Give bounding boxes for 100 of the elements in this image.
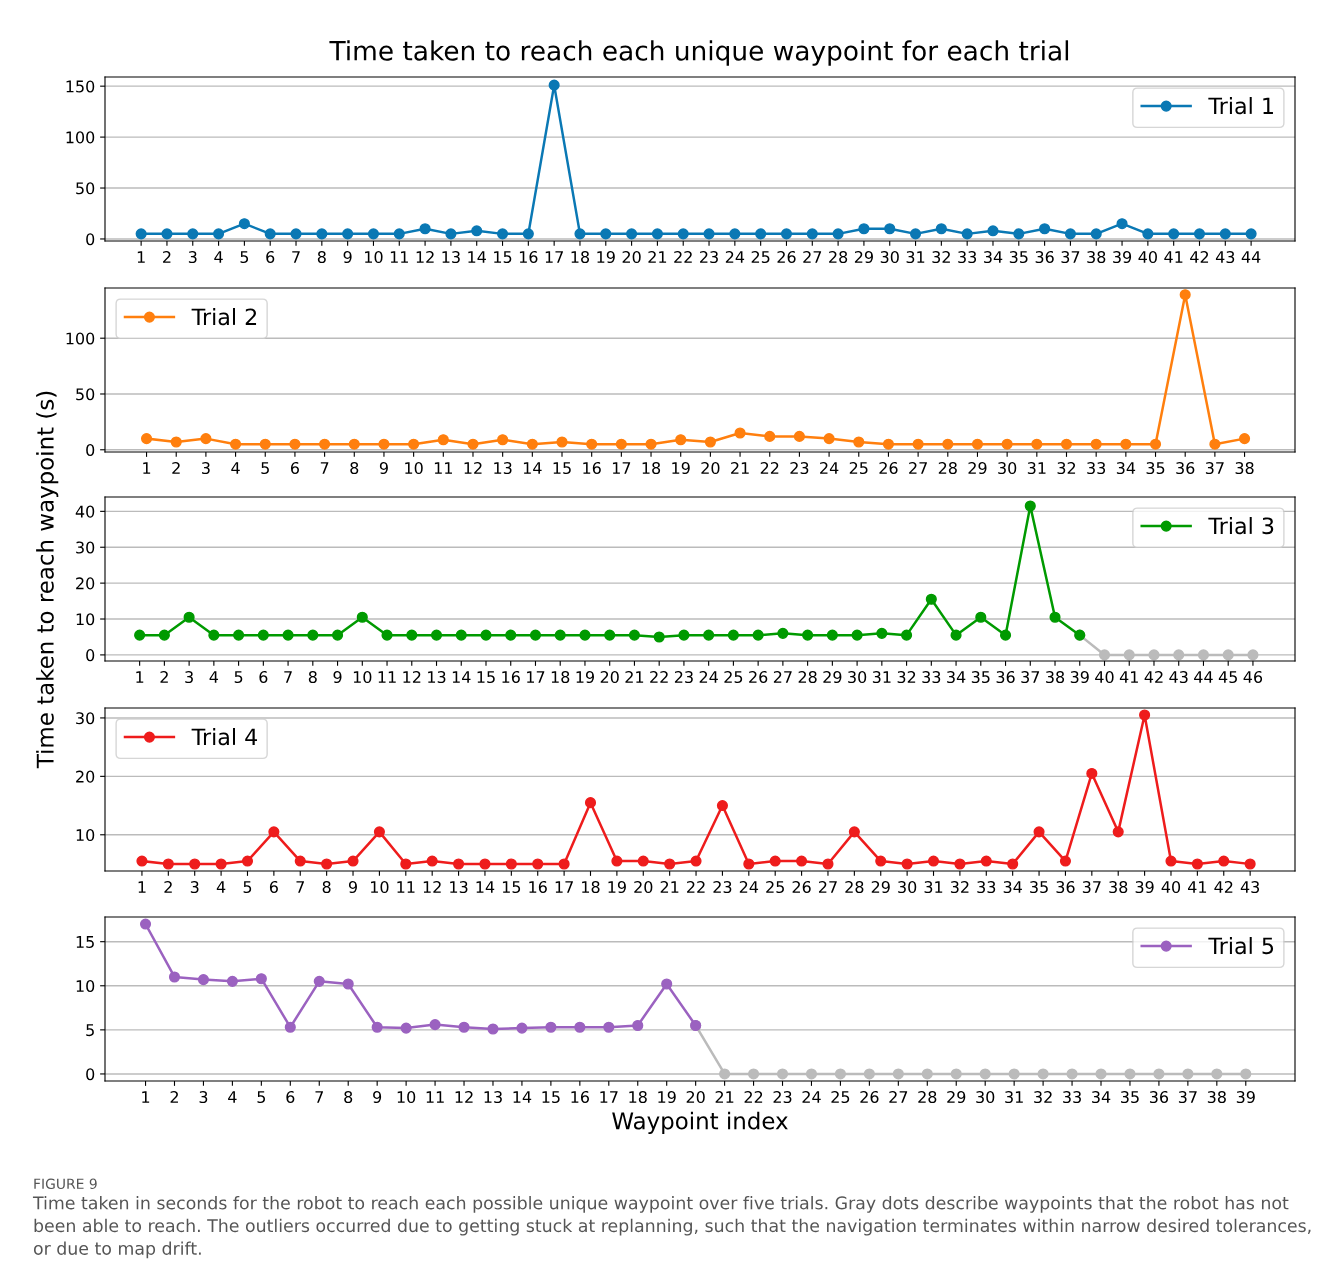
x-tick-label: 24 [802,1091,821,1103]
point [1193,228,1206,240]
x-tick-label: 3 [190,881,199,894]
point [1116,218,1128,230]
x-tick-label: 20 [701,462,720,475]
x-tick-label: 29 [947,1091,966,1104]
x-tick-label: 20 [686,1091,705,1104]
point [1219,228,1231,240]
point [1090,438,1102,450]
x-tick-label: 5 [234,671,243,684]
x-tick-label: 31 [1027,462,1046,475]
legend-label: Trial 5 [1208,937,1274,955]
point [289,438,301,450]
x-tick-label: 1 [143,462,151,474]
point [453,858,465,870]
point [834,1068,846,1080]
x-tick-label: 21 [660,881,679,893]
y-tick-label: 40 [75,505,95,518]
x-tick-label: 14 [476,881,495,893]
x-axis-title: Waypoint index [612,1111,788,1134]
x-tick-label: 13 [442,251,460,264]
point [1222,649,1234,661]
x-tick-label: 42 [1214,881,1233,893]
point [1182,1068,1194,1080]
x-tick-label: 36 [1056,881,1075,894]
x-tick-label: 38 [1207,1091,1226,1104]
x-tick-label: 35 [1121,1091,1139,1104]
x-tick-label: 19 [658,1091,676,1104]
point [1037,1068,1049,1080]
point [912,438,924,450]
x-tick-label: 11 [434,462,452,474]
point [777,627,789,639]
x-tick-label: 9 [333,671,342,684]
x-tick-label: 31 [924,881,943,894]
x-tick-label: 17 [555,881,573,893]
x-tick-label: 33 [1063,1091,1081,1104]
x-tick-label: 26 [879,462,898,475]
point [158,629,170,641]
point [1245,228,1257,240]
x-tick-label: 31 [906,251,925,264]
point [367,228,380,240]
x-tick-label: 16 [529,881,547,894]
point [467,438,479,450]
point [1024,500,1036,512]
point [1095,1068,1107,1080]
text: Time taken in seconds for the robot to reach each possible unique waypoint over five trials. Gray dots describe waypoints that the robot has not been able to reach. The outliers occurred due to getting stuck at replanning, such that the navigation terminates within narrow desired tolerances, or due to map drift. [32,1196,1311,1259]
point [600,228,612,240]
x-tick-label: 12 [416,251,434,263]
point [950,1068,962,1080]
x-tick-label: 14 [523,462,542,474]
point [268,826,280,838]
point [769,855,781,867]
point [980,855,992,867]
x-tick-label: 23 [674,671,693,684]
point [851,629,863,641]
point [170,436,182,448]
x-tick-label: 10 [371,881,389,894]
point [284,1021,296,1033]
x-tick-label: 4 [214,251,223,263]
y-axis-title: Time taken to reach waypoint (s) [36,391,59,769]
x-tick-label: 20 [600,671,619,684]
point [574,1021,586,1033]
x-tick-label: 8 [317,251,326,264]
x-tick-label: 26 [860,1091,879,1104]
x-tick-label: 26 [792,881,811,894]
x-tick-label: 37 [1061,251,1080,264]
point [136,855,148,867]
point [1123,649,1135,661]
x-tick-label: 19 [672,462,690,475]
x-tick-label: 41 [1164,251,1183,263]
x-tick-label: 36 [1149,1091,1169,1104]
point [1064,228,1076,240]
point [408,438,420,450]
point [961,228,973,240]
point [458,1021,470,1033]
x-tick-label: 5 [240,251,249,264]
x-tick-label: 15 [494,251,512,264]
point [752,629,764,641]
point [419,223,431,235]
x-tick-label: 27 [803,251,822,263]
point [189,858,201,870]
point [1086,767,1098,779]
x-tick-label: 19 [597,251,615,264]
x-tick-label: 10 [353,671,372,684]
point [1060,438,1073,450]
point [776,1068,789,1080]
point [282,629,294,641]
x-tick-label: 11 [397,881,415,893]
x-tick-label: 14 [468,251,486,263]
x-tick-label: 39 [1113,251,1132,264]
point [875,855,887,867]
x-tick-label: 12 [423,881,441,893]
x-tick-label: 3 [199,1091,208,1104]
point [545,1021,557,1033]
x-tick-label: 4 [216,881,226,893]
x-tick-label: 17 [545,251,563,263]
point [548,79,560,91]
x-tick-label: 7 [315,1091,323,1103]
x-tick-label: 43 [1215,251,1235,264]
point [135,228,147,240]
